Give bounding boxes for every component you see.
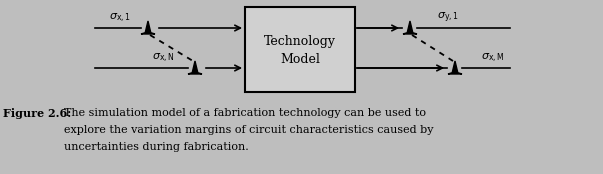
Text: $\sigma_{\mathrm{y,1}}$: $\sigma_{\mathrm{y,1}}$ (437, 11, 459, 25)
Text: $\sigma_{\mathrm{x,N}}$: $\sigma_{\mathrm{x,N}}$ (152, 52, 174, 65)
Polygon shape (141, 21, 155, 34)
Text: The simulation model of a fabrication technology can be used to: The simulation model of a fabrication te… (64, 108, 426, 118)
Polygon shape (403, 21, 417, 34)
Text: uncertainties during fabrication.: uncertainties during fabrication. (64, 142, 249, 152)
Text: Figure 2.6:: Figure 2.6: (3, 108, 71, 119)
Text: $\sigma_{\mathrm{x,M}}$: $\sigma_{\mathrm{x,M}}$ (481, 52, 505, 65)
Text: $\sigma_{\mathrm{x,1}}$: $\sigma_{\mathrm{x,1}}$ (109, 11, 131, 25)
Text: explore the variation margins of circuit characteristics caused by: explore the variation margins of circuit… (64, 125, 434, 135)
Polygon shape (188, 61, 202, 74)
Text: Technology: Technology (264, 35, 336, 48)
Polygon shape (448, 61, 462, 74)
Text: Model: Model (280, 53, 320, 66)
Bar (245, 7, 355, 92)
